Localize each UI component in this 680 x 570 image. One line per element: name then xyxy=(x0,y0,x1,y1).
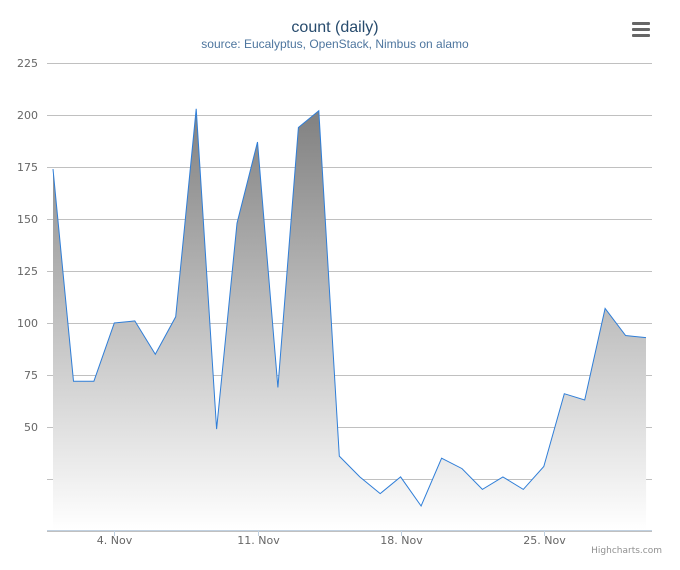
chart-subtitle: source: Eucalyptus, OpenStack, Nimbus on… xyxy=(201,37,469,51)
y-axis-tick-labels: 50 75 100 125 150 175 200 225 xyxy=(17,57,38,434)
menu-icon-bar xyxy=(632,28,650,31)
y-tick-label: 125 xyxy=(17,265,38,278)
data-point xyxy=(112,321,116,325)
x-tick-label: 25. Nov xyxy=(523,534,566,547)
x-axis: 4. Nov 11. Nov 18. Nov 25. Nov xyxy=(47,530,652,547)
data-point xyxy=(542,465,546,469)
credits-link[interactable]: Highcharts.com xyxy=(591,546,662,556)
x-tick-label: 11. Nov xyxy=(237,534,280,547)
data-point xyxy=(296,126,300,130)
menu-icon-bar xyxy=(632,22,650,25)
chart-title: count (daily) xyxy=(291,19,378,36)
data-point xyxy=(256,140,260,144)
y-tick-label: 100 xyxy=(17,317,38,330)
data-point xyxy=(235,221,239,225)
data-point xyxy=(194,107,198,111)
data-point xyxy=(215,427,219,431)
context-menu-button[interactable] xyxy=(630,18,652,38)
data-point xyxy=(174,315,178,319)
data-point xyxy=(153,352,157,356)
data-point xyxy=(440,456,444,460)
data-point xyxy=(317,109,321,113)
data-point xyxy=(603,306,607,310)
y-tick-label: 200 xyxy=(17,109,38,122)
y-tick-label: 75 xyxy=(24,369,38,382)
data-point xyxy=(419,504,423,508)
y-tick-label: 150 xyxy=(17,213,38,226)
series-line xyxy=(52,108,647,508)
area-fill xyxy=(53,108,647,531)
data-point xyxy=(644,336,648,340)
data-point xyxy=(51,167,55,171)
data-point xyxy=(92,379,96,383)
y-tick-label: 50 xyxy=(24,421,38,434)
data-point xyxy=(583,398,587,402)
series-count xyxy=(51,107,648,531)
x-tick-label: 18. Nov xyxy=(380,534,423,547)
data-point xyxy=(562,392,566,396)
data-point xyxy=(624,334,628,338)
data-point xyxy=(480,487,484,491)
data-point xyxy=(378,492,382,496)
y-tick-label: 175 xyxy=(17,161,38,174)
data-point xyxy=(276,386,280,390)
data-point xyxy=(521,487,525,491)
data-point xyxy=(337,454,341,458)
menu-icon-bar xyxy=(632,34,650,37)
y-tick-label: 225 xyxy=(17,57,38,70)
data-point xyxy=(460,467,464,471)
data-point xyxy=(72,379,76,383)
data-point xyxy=(133,319,137,323)
x-tick-label: 4. Nov xyxy=(97,534,133,547)
data-point xyxy=(501,475,505,479)
data-point xyxy=(399,475,403,479)
data-point xyxy=(358,475,362,479)
